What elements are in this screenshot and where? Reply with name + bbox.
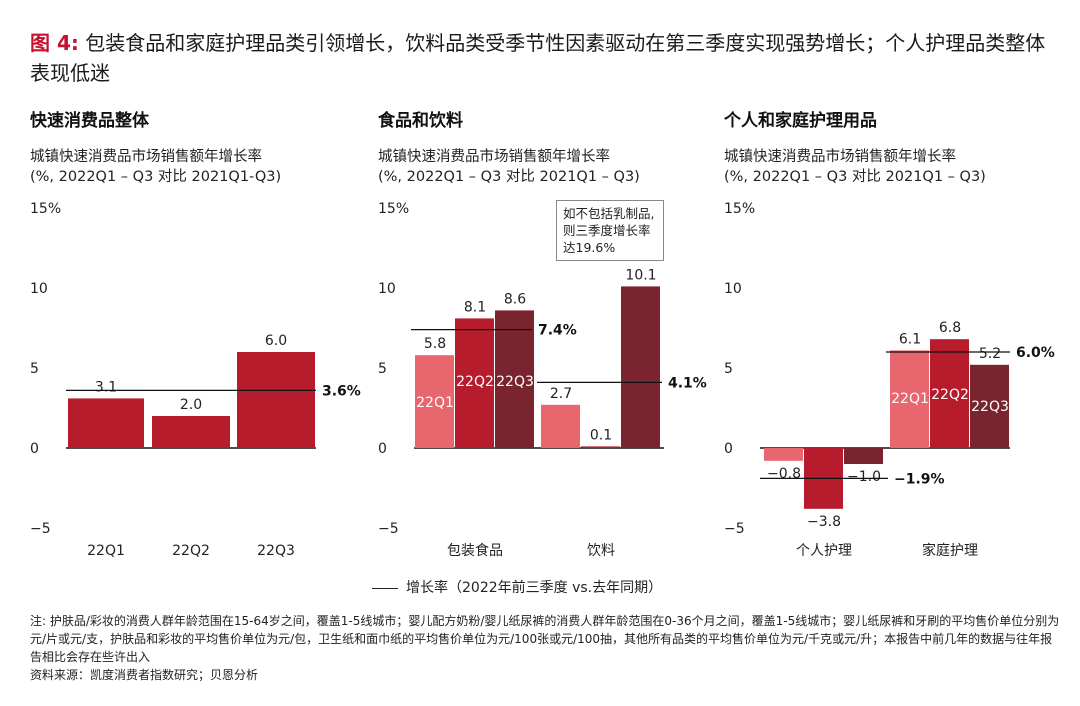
reference-line-label: 7.4% xyxy=(538,323,577,339)
panel-title-fmcg: 快速消费品整体 xyxy=(30,111,149,131)
x-tick-label: 22Q3 xyxy=(257,543,295,559)
data-label: 8.6 xyxy=(504,291,526,307)
data-label: 6.1 xyxy=(899,331,921,347)
chart-food-beverage: 15% 10 5 0 −5 5.8 22Q1 8.1 22Q2 8.6 22Q3 包装食品 7.4% 2.… xyxy=(378,201,707,559)
y-tick-label: 15% xyxy=(724,201,755,217)
bar xyxy=(890,350,929,448)
bar-quarter-label: 22Q1 xyxy=(891,391,929,407)
reference-line-label: 6.0% xyxy=(1016,345,1055,361)
footnote-note: 注: 护肤品/彩妆的消费人群年龄范围在15-64岁之间，覆盖1-5线城市；婴儿配… xyxy=(30,614,1060,664)
bar xyxy=(621,286,660,448)
figure-label: 图 4: xyxy=(30,31,79,55)
bar xyxy=(764,448,803,461)
panel-title-personal-home-care: 个人和家庭护理用品 xyxy=(724,111,877,131)
bar xyxy=(930,339,969,448)
x-tick-label: 饮料 xyxy=(587,543,615,559)
data-label: 6.0 xyxy=(265,333,287,349)
data-label: −3.8 xyxy=(807,514,841,530)
data-label: 5.8 xyxy=(424,336,446,352)
bar xyxy=(455,318,494,448)
panel-subtitle-line2: (%, 2022Q1 – Q3 对比 2021Q1 – Q3) xyxy=(724,169,986,185)
y-tick-label: −5 xyxy=(724,521,745,537)
legend-label: 增长率（2022年前三季度 vs.去年同期） xyxy=(406,580,663,596)
x-tick-label: 个人护理 xyxy=(796,543,852,559)
panel-title-food-beverage: 食品和饮料 xyxy=(378,111,463,131)
footnote: 注: 护肤品/彩妆的消费人群年龄范围在15-64岁之间，覆盖1-5线城市；婴儿配… xyxy=(30,612,1060,684)
data-label: 6.8 xyxy=(939,320,961,336)
panel-subtitle-line2: (%, 2022Q1 – Q3 对比 2021Q1-Q3) xyxy=(30,169,282,185)
x-tick-label: 22Q2 xyxy=(172,543,210,559)
callout-line3: 达19.6% xyxy=(563,240,616,255)
bar-quarter-label: 22Q1 xyxy=(416,395,454,411)
figure-title: 图 4: 包装食品和家庭护理品类引领增长，饮料品类受季节性因素驱动在第三季度实现… xyxy=(30,28,1060,88)
callout-line2: 则三季度增长率 xyxy=(563,223,651,238)
bar xyxy=(237,352,315,448)
data-label: 10.1 xyxy=(625,267,656,283)
x-tick-label: 22Q1 xyxy=(87,543,125,559)
bar xyxy=(495,310,534,448)
bar-quarter-label: 22Q3 xyxy=(971,399,1009,415)
panel-subtitle-line2: (%, 2022Q1 – Q3 对比 2021Q1 – Q3) xyxy=(378,169,640,185)
footnote-source: 资料来源：凯度消费者指数研究；贝恩分析 xyxy=(30,668,259,682)
data-label: −0.8 xyxy=(767,466,801,482)
y-tick-label: 0 xyxy=(724,441,733,457)
y-tick-label: 10 xyxy=(378,281,396,297)
data-label: 2.0 xyxy=(180,397,202,413)
legend: 增长率（2022年前三季度 vs.去年同期） xyxy=(372,577,662,597)
data-label: 3.1 xyxy=(95,379,117,395)
data-label: 2.7 xyxy=(550,386,572,402)
reference-line-label: 4.1% xyxy=(668,375,707,391)
panel-subtitle-personal-home-care: 城镇快速消费品市场销售额年增长率 (%, 2022Q1 – Q3 对比 2021… xyxy=(724,147,986,187)
y-tick-label: 10 xyxy=(30,281,48,297)
chart-personal-home-care: 15% 10 5 0 −5 −0.8 −3.8 −1.0 个人护理 −1.9% 6.1 22Q1 6.8… xyxy=(724,201,1055,559)
bar-quarter-label: 22Q2 xyxy=(456,374,494,390)
figure-title-text: 包装食品和家庭护理品类引领增长，饮料品类受季节性因素驱动在第三季度实现强势增长；… xyxy=(30,31,1046,85)
reference-line-label: 3.6% xyxy=(322,383,361,399)
panel-subtitle-food-beverage: 城镇快速消费品市场销售额年增长率 (%, 2022Q1 – Q3 对比 2021… xyxy=(378,147,640,187)
x-tick-label: 家庭护理 xyxy=(922,542,978,559)
bar-quarter-label: 22Q2 xyxy=(931,387,969,403)
beverage-callout: 如不包括乳制品, 则三季度增长率 达19.6% xyxy=(556,200,664,261)
bar xyxy=(844,448,883,464)
y-tick-label: 15% xyxy=(378,201,409,217)
bar xyxy=(152,416,230,448)
bar-quarter-label: 22Q3 xyxy=(496,374,534,390)
data-label: 8.1 xyxy=(464,299,486,315)
bar xyxy=(581,446,620,448)
y-tick-label: −5 xyxy=(378,521,399,537)
y-tick-label: 5 xyxy=(724,361,733,377)
y-tick-label: 5 xyxy=(30,361,39,377)
y-tick-label: 0 xyxy=(30,441,39,457)
bar xyxy=(541,404,580,448)
callout-line1: 如不包括乳制品, xyxy=(563,206,655,221)
panel-subtitle-fmcg: 城镇快速消费品市场销售额年增长率 (%, 2022Q1 – Q3 对比 2021… xyxy=(30,147,281,187)
y-tick-label: 0 xyxy=(378,441,387,457)
chart-fmcg: 15% 10 5 0 −5 3.1 22Q1 2.0 22Q2 6.0 22Q3 3.6% xyxy=(30,201,361,559)
panel-subtitle-line1: 城镇快速消费品市场销售额年增长率 xyxy=(724,149,956,165)
bar xyxy=(68,398,144,448)
y-tick-label: 15% xyxy=(30,201,61,217)
data-label: 5.2 xyxy=(979,346,1001,362)
reference-line-label: −1.9% xyxy=(894,471,945,487)
legend-line-swatch xyxy=(372,587,398,589)
bar xyxy=(970,364,1009,448)
panel-subtitle-line1: 城镇快速消费品市场销售额年增长率 xyxy=(378,149,610,165)
panel-subtitle-line1: 城镇快速消费品市场销售额年增长率 xyxy=(30,149,262,165)
data-label: 0.1 xyxy=(590,427,612,443)
y-tick-label: 10 xyxy=(724,281,742,297)
x-tick-label: 包装食品 xyxy=(447,542,503,559)
bar xyxy=(415,355,454,448)
y-tick-label: 5 xyxy=(378,361,387,377)
y-tick-label: −5 xyxy=(30,521,51,537)
data-label: −1.0 xyxy=(847,469,881,485)
